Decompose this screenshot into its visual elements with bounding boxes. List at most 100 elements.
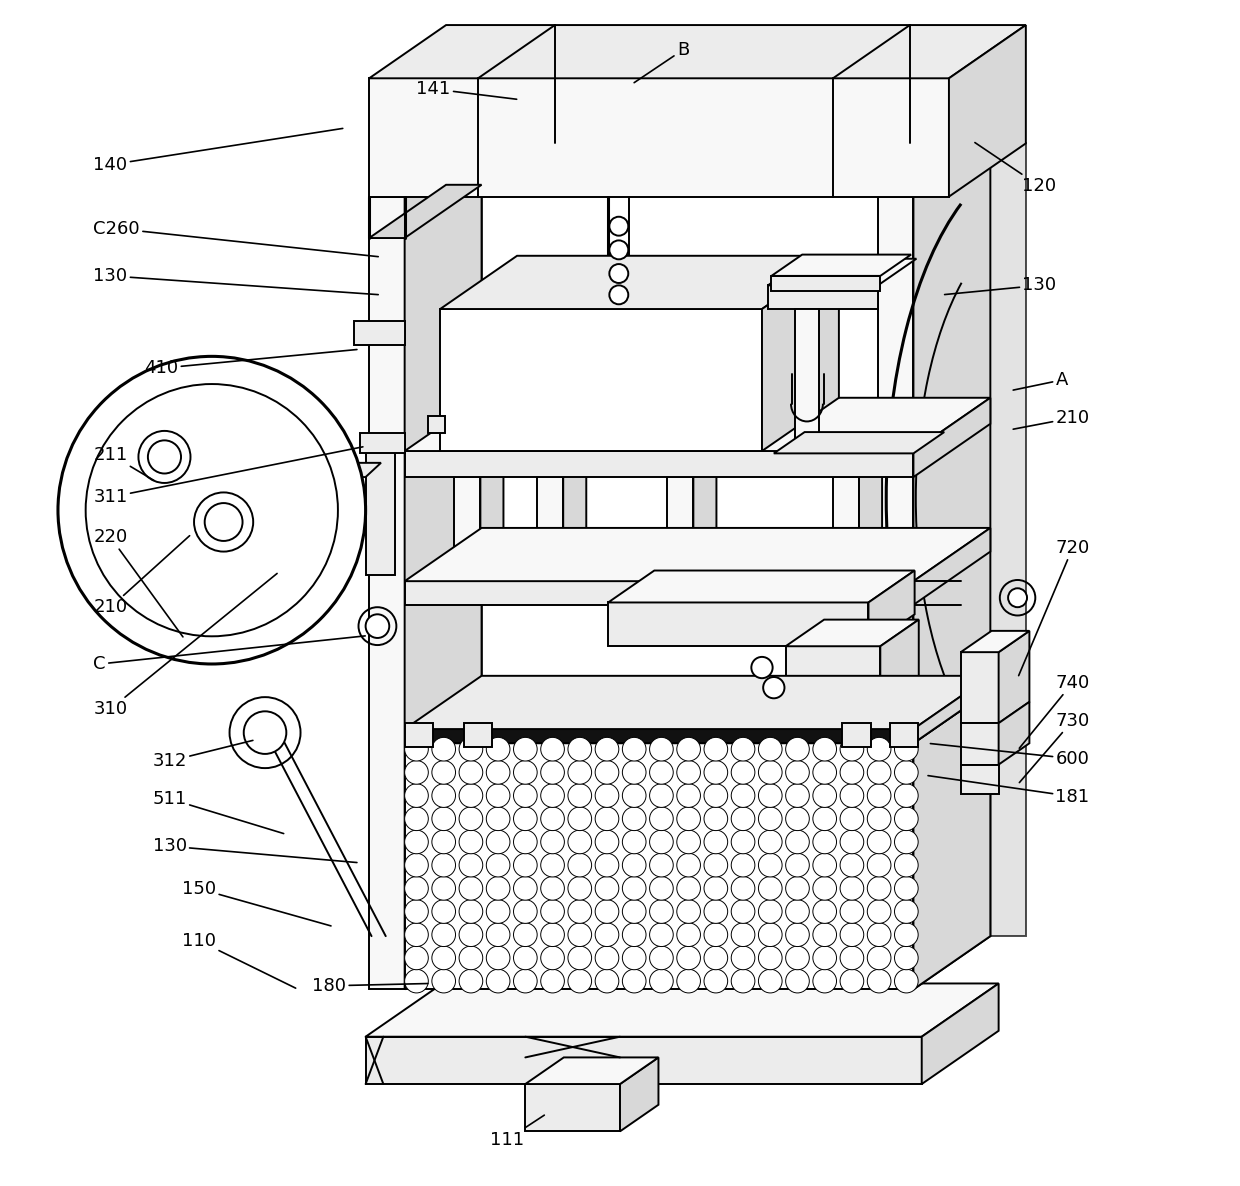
Circle shape: [813, 806, 837, 830]
Circle shape: [568, 830, 591, 854]
Circle shape: [759, 738, 782, 761]
Circle shape: [786, 900, 810, 924]
Circle shape: [404, 806, 428, 830]
Circle shape: [704, 853, 728, 876]
Text: C: C: [93, 636, 366, 672]
Circle shape: [839, 876, 864, 900]
Circle shape: [650, 806, 673, 830]
Circle shape: [513, 760, 537, 784]
Circle shape: [541, 853, 564, 876]
Circle shape: [759, 969, 782, 993]
Circle shape: [677, 806, 701, 830]
Circle shape: [513, 900, 537, 924]
Circle shape: [595, 784, 619, 808]
Circle shape: [677, 760, 701, 784]
Circle shape: [595, 738, 619, 761]
Polygon shape: [446, 144, 481, 936]
Text: C260: C260: [93, 219, 378, 256]
Circle shape: [622, 946, 646, 970]
Polygon shape: [961, 631, 1029, 652]
Circle shape: [513, 738, 537, 761]
Circle shape: [677, 900, 701, 924]
Text: A: A: [1013, 371, 1068, 390]
Circle shape: [732, 784, 755, 808]
Circle shape: [486, 806, 510, 830]
Circle shape: [622, 876, 646, 900]
Circle shape: [595, 830, 619, 854]
Circle shape: [650, 830, 673, 854]
Circle shape: [732, 946, 755, 970]
Circle shape: [432, 900, 455, 924]
Circle shape: [759, 853, 782, 876]
Polygon shape: [480, 461, 503, 581]
Polygon shape: [404, 690, 991, 744]
Text: 730: 730: [1019, 712, 1090, 783]
Circle shape: [595, 806, 619, 830]
Circle shape: [459, 876, 482, 900]
Circle shape: [622, 784, 646, 808]
Circle shape: [732, 876, 755, 900]
Circle shape: [813, 946, 837, 970]
Circle shape: [432, 760, 455, 784]
Circle shape: [786, 923, 810, 946]
Circle shape: [894, 969, 918, 993]
Circle shape: [894, 738, 918, 761]
Polygon shape: [868, 570, 915, 646]
Circle shape: [813, 784, 837, 808]
Circle shape: [759, 946, 782, 970]
Circle shape: [459, 784, 482, 808]
Text: 311: 311: [93, 447, 363, 506]
Circle shape: [732, 806, 755, 830]
Polygon shape: [370, 144, 481, 197]
Circle shape: [568, 946, 591, 970]
Circle shape: [459, 830, 482, 854]
Text: B: B: [634, 40, 689, 83]
Circle shape: [541, 760, 564, 784]
Circle shape: [732, 738, 755, 761]
Polygon shape: [786, 619, 919, 646]
Polygon shape: [464, 723, 492, 747]
Circle shape: [677, 946, 701, 970]
Circle shape: [650, 946, 673, 970]
Circle shape: [759, 760, 782, 784]
Circle shape: [513, 806, 537, 830]
Circle shape: [894, 923, 918, 946]
Polygon shape: [878, 197, 914, 989]
Circle shape: [404, 876, 428, 900]
Text: 312: 312: [153, 740, 253, 770]
Circle shape: [459, 900, 482, 924]
Circle shape: [486, 923, 510, 946]
Circle shape: [568, 806, 591, 830]
Polygon shape: [353, 321, 404, 344]
Circle shape: [432, 784, 455, 808]
Circle shape: [704, 806, 728, 830]
Polygon shape: [921, 983, 998, 1084]
Circle shape: [813, 853, 837, 876]
Circle shape: [486, 784, 510, 808]
Circle shape: [513, 830, 537, 854]
Circle shape: [432, 806, 455, 830]
Circle shape: [622, 923, 646, 946]
Circle shape: [650, 876, 673, 900]
Circle shape: [732, 923, 755, 946]
Polygon shape: [763, 256, 839, 451]
Polygon shape: [771, 276, 880, 292]
Circle shape: [404, 900, 428, 924]
Circle shape: [650, 853, 673, 876]
Circle shape: [704, 784, 728, 808]
Circle shape: [432, 946, 455, 970]
Polygon shape: [370, 197, 404, 989]
Text: 410: 410: [144, 350, 357, 377]
Circle shape: [867, 900, 892, 924]
Circle shape: [595, 876, 619, 900]
Circle shape: [894, 830, 918, 854]
Circle shape: [486, 738, 510, 761]
Circle shape: [894, 900, 918, 924]
Circle shape: [86, 384, 339, 637]
Circle shape: [813, 760, 837, 784]
Circle shape: [595, 969, 619, 993]
Circle shape: [867, 946, 892, 970]
Polygon shape: [961, 765, 998, 795]
Circle shape: [650, 784, 673, 808]
Circle shape: [704, 946, 728, 970]
